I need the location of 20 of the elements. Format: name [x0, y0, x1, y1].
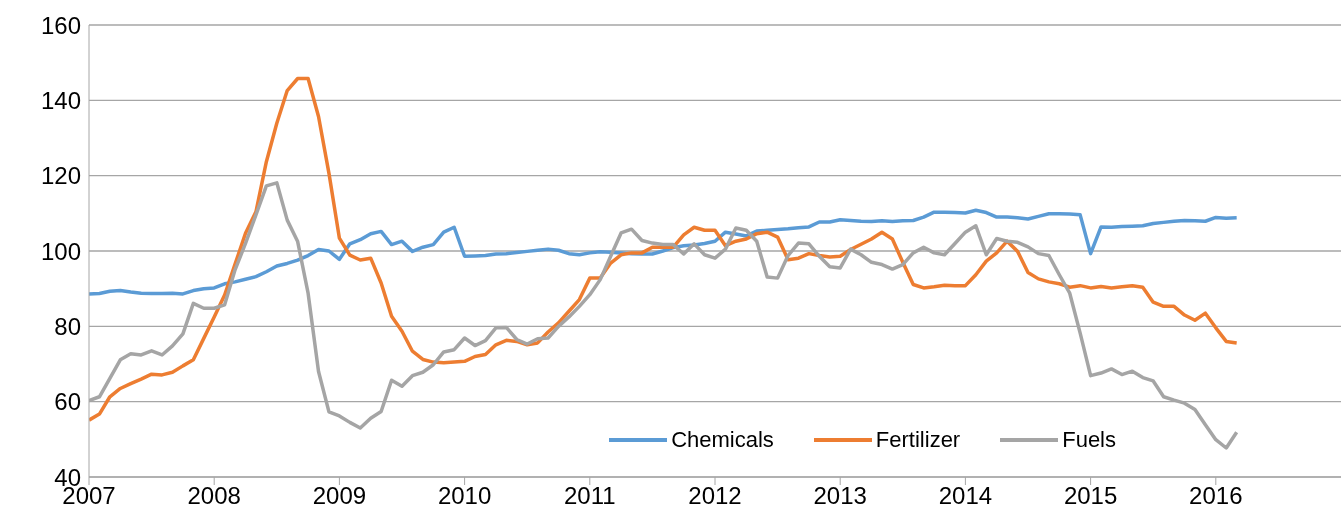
legend-label: Fertilizer: [875, 427, 961, 453]
x-tick-label: 2014: [938, 482, 993, 510]
x-tick-label: 2010: [437, 482, 492, 510]
y-tick-label: 160: [40, 11, 81, 39]
x-tick-label: 2015: [1063, 482, 1118, 510]
y-tick-label: 100: [40, 237, 81, 265]
x-tick-label: 2016: [1189, 482, 1243, 510]
x-tick-label: 2013: [813, 482, 867, 510]
legend-label: Fuels: [1062, 427, 1116, 453]
x-tick-label: 2008: [187, 482, 241, 510]
line-series: [89, 76, 1239, 422]
y-tick-label: 60: [54, 388, 81, 416]
x-tick-label: 2012: [688, 482, 742, 510]
y-tick-label: 120: [40, 162, 81, 190]
y-tick-label: 140: [40, 86, 81, 114]
x-tick-label: 2009: [312, 482, 367, 510]
y-tick-label: 80: [54, 312, 81, 340]
legend-label: Chemicals: [671, 427, 774, 453]
x-tick-label: 2011: [564, 482, 616, 510]
line-series: [89, 208, 1239, 296]
